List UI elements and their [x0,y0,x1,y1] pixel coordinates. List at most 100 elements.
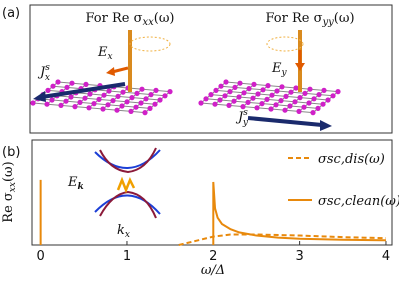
atom [278,98,284,104]
atom [335,89,341,95]
atom [128,108,134,114]
atom [50,83,56,89]
current-arrow [41,82,126,99]
atom [227,89,233,95]
inset-x-label: kx [117,223,130,240]
arrow-head [106,67,115,76]
atom [114,107,120,113]
band [99,190,157,219]
panel-title: For Re σxx(ω) [85,11,174,28]
wave [129,36,171,52]
series-line [178,233,386,246]
atom [138,100,144,106]
atom [316,92,322,98]
atom [265,83,271,89]
atom [58,102,64,108]
atom [279,84,285,90]
band [94,194,161,215]
atom [282,107,288,113]
atom [148,92,154,98]
atom [268,106,274,112]
field-arrow [111,66,129,74]
atom [218,83,224,89]
atom [237,80,243,86]
atom [139,86,145,92]
atom [260,87,266,93]
x-tick-label: 0 [36,249,44,264]
atom [134,90,140,96]
atom [251,81,257,87]
atom [120,89,126,95]
atom [100,106,106,112]
atom [129,95,135,101]
band [94,149,161,169]
atom [231,98,237,104]
inset-y-label: Ek [67,175,84,192]
atom [293,85,299,91]
atom [213,87,219,93]
atom [45,87,51,93]
band [99,147,157,174]
current-label: Js x [37,63,50,83]
atom [241,90,247,96]
panel-title: For Re σyy(ω) [265,11,354,28]
atom [301,104,307,110]
atom [133,104,139,110]
arrow-head [33,91,46,102]
legend-label: σsc,dis(ω) [318,152,385,167]
atom [321,87,327,93]
atom [49,97,55,103]
atom [255,91,261,97]
atom [105,102,111,108]
atom [315,105,321,111]
current-arrow [247,116,323,127]
atom [152,101,158,107]
axes-frame [31,139,393,246]
atom [147,105,153,111]
atom [306,100,312,106]
atom [310,110,316,116]
atom [325,97,331,103]
atom [101,92,107,98]
atom [30,100,36,106]
x-tick-label: 1 [123,249,131,264]
atom [292,99,298,105]
panel-label: (b) [2,145,20,160]
atom [232,84,238,90]
atom [273,102,279,108]
x-tick-label: 3 [295,249,303,264]
atom [55,79,61,85]
atom [222,93,228,99]
atom [63,98,69,104]
series-line [39,179,386,245]
atom [86,105,92,111]
atom [119,103,125,109]
atom [236,94,242,100]
atom [115,93,121,99]
atom [153,87,159,93]
atom [212,101,218,107]
atom [264,96,270,102]
atom [157,97,163,103]
field-label: Ey [271,61,288,78]
atom [274,88,280,94]
atom [106,88,112,94]
atom [208,92,214,98]
legend-label: σsc,clean(ω) [318,194,399,209]
atom [245,99,251,105]
atom [246,86,252,92]
atom [307,86,313,92]
atom [68,94,74,100]
atom [269,92,275,98]
atom [311,96,317,102]
atom [72,104,78,110]
atom [283,93,289,99]
atom [124,99,130,105]
transition [116,176,136,194]
atom [240,104,246,110]
atom [296,108,302,114]
atom [297,95,303,101]
atom [226,102,232,108]
plot [39,179,387,246]
